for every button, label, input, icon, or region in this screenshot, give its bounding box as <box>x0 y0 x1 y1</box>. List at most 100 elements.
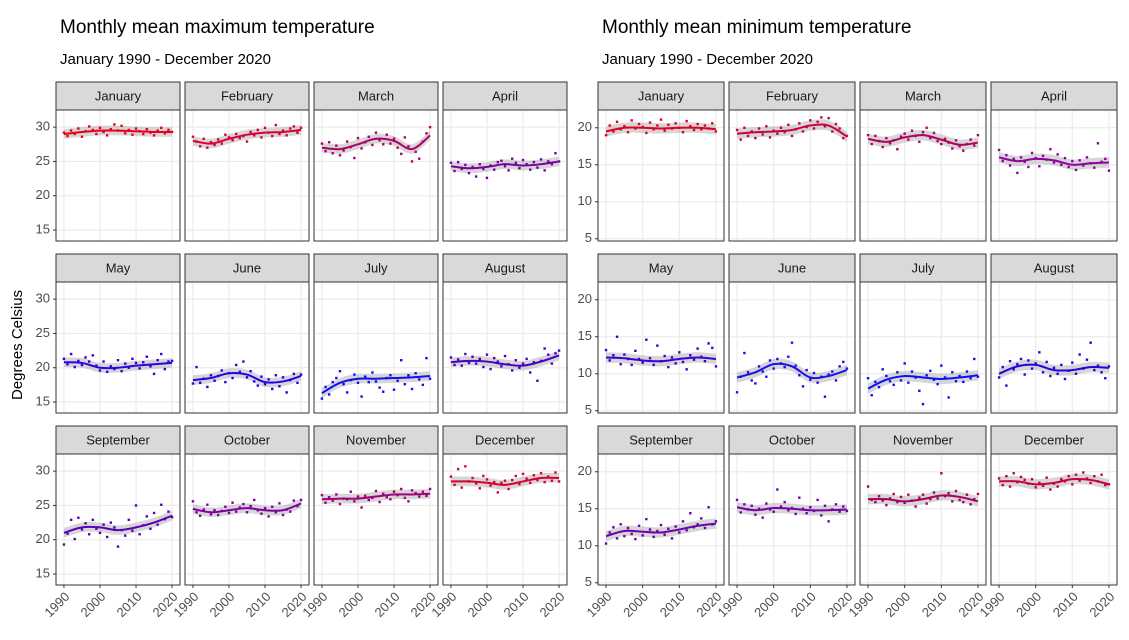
point <box>145 355 149 358</box>
x-tick-label: 2000 <box>335 589 366 620</box>
y-tick-label: 25 <box>36 153 50 168</box>
point <box>641 361 644 364</box>
y-tick-label: 20 <box>578 119 592 134</box>
point <box>997 148 1001 152</box>
point <box>160 503 163 506</box>
point <box>407 145 410 148</box>
point <box>327 393 331 396</box>
point <box>471 476 474 480</box>
point <box>689 354 692 357</box>
point <box>464 352 467 356</box>
point <box>532 160 536 164</box>
point <box>206 146 209 149</box>
point <box>249 369 252 373</box>
point <box>342 149 345 152</box>
point <box>492 356 496 360</box>
panel-background <box>598 110 724 241</box>
point <box>482 474 485 478</box>
panel-background <box>443 110 567 241</box>
point <box>400 487 403 491</box>
point <box>102 523 105 526</box>
point <box>834 122 838 126</box>
point <box>267 515 270 518</box>
point <box>951 371 954 374</box>
point <box>809 119 812 122</box>
point <box>812 371 816 375</box>
smooth-line <box>605 126 717 133</box>
point <box>195 365 198 369</box>
point <box>1104 157 1107 161</box>
panel: January 5 10 15 20 <box>578 81 725 245</box>
strip-label: January <box>638 88 685 103</box>
y-tick-label: 20 <box>36 531 50 546</box>
point <box>389 374 392 377</box>
point <box>776 357 779 361</box>
point <box>765 375 768 378</box>
point <box>866 377 870 380</box>
panel-border <box>728 109 856 242</box>
point <box>827 520 830 523</box>
point <box>320 142 324 145</box>
point <box>1085 358 1089 361</box>
point <box>1096 142 1100 145</box>
confidence-band <box>321 130 431 155</box>
point <box>260 136 263 139</box>
strip-label: September <box>86 432 150 447</box>
point <box>685 529 688 532</box>
point <box>69 129 73 132</box>
point <box>834 503 838 506</box>
point <box>958 145 961 148</box>
point <box>62 543 66 546</box>
point <box>681 131 685 134</box>
panel-border <box>990 109 1118 242</box>
point <box>227 136 231 139</box>
point <box>62 131 66 134</box>
point <box>289 127 292 130</box>
point <box>338 154 342 157</box>
point <box>414 150 417 154</box>
point <box>145 128 149 131</box>
point <box>77 359 80 363</box>
panel-background <box>56 282 180 413</box>
point <box>127 366 131 369</box>
point <box>921 402 925 406</box>
point <box>224 133 227 136</box>
point <box>134 127 138 130</box>
point <box>973 144 976 147</box>
point <box>1012 472 1015 475</box>
point <box>703 124 707 127</box>
point <box>414 372 417 375</box>
point <box>554 152 557 155</box>
strip-label: October <box>769 432 816 447</box>
point <box>976 492 980 496</box>
point <box>743 503 746 506</box>
smooth-line <box>321 374 431 394</box>
point <box>449 161 453 165</box>
point <box>460 364 463 367</box>
strip-label: February <box>766 88 819 103</box>
point <box>874 134 877 138</box>
point <box>156 523 159 526</box>
y-tick-label: 10 <box>578 537 592 552</box>
point <box>619 523 622 526</box>
point <box>626 526 630 530</box>
strip-label: December <box>1024 432 1085 447</box>
point <box>109 365 112 368</box>
point <box>707 342 710 345</box>
x-tick-label: 1990 <box>584 589 615 620</box>
point <box>353 500 356 503</box>
point <box>105 370 109 374</box>
point <box>907 381 910 384</box>
point <box>69 518 73 522</box>
point <box>547 475 550 478</box>
point <box>842 136 845 140</box>
point <box>271 387 274 391</box>
point <box>191 382 195 385</box>
panel: May 15 20 25 30 <box>36 253 181 414</box>
point <box>296 504 299 508</box>
point <box>932 378 936 381</box>
strip <box>55 425 181 455</box>
smooth-line <box>450 354 560 367</box>
strip <box>55 81 181 111</box>
point <box>1038 165 1041 168</box>
